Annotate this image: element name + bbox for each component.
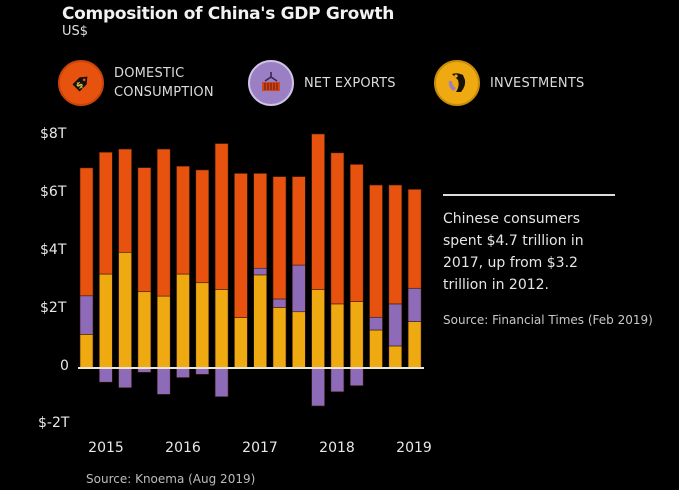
legend-item-net-exports: NET EXPORTS	[248, 60, 396, 106]
bar-segment-consumption	[99, 151, 113, 275]
bar-segment-consumption	[234, 173, 248, 318]
bar-segment-consumption	[156, 148, 171, 297]
bar-segment-investments	[291, 311, 306, 369]
bar-segment-consumption	[79, 167, 94, 297]
bar-segment-consumption	[291, 176, 306, 266]
bar-segment-investments	[272, 307, 287, 369]
price-tag-icon: $	[58, 60, 104, 106]
bar-segment-net-exports	[79, 295, 94, 335]
chart-subtitle: US$	[62, 24, 89, 39]
bar-segment-consumption	[407, 189, 422, 289]
bar-segment-net-exports	[272, 298, 287, 308]
bar-segment-investments	[214, 289, 229, 369]
bar-segment-consumption	[195, 169, 210, 284]
x-tick-label: 2015	[88, 440, 124, 456]
bar-segment-net-exports	[253, 267, 267, 276]
bar-segment-investments	[253, 274, 267, 369]
bar-segment-investments	[118, 251, 132, 369]
annotation-line: trillion in 2012.	[443, 277, 549, 293]
y-tick-label: 0	[60, 358, 69, 374]
annotation-line: spent $4.7 trillion in	[443, 233, 584, 249]
bar-segment-consumption	[272, 176, 287, 300]
chart-title: Composition of China's GDP Growth	[62, 4, 395, 24]
bar-segment-consumption	[349, 164, 364, 302]
bar-segment-consumption	[369, 184, 383, 318]
bar-segment-investments	[330, 303, 345, 369]
x-tick-label: 2019	[396, 440, 432, 456]
bar-segment-net-exports	[311, 367, 325, 407]
y-tick-label: $6T	[40, 184, 67, 200]
legend-label: INVESTMENTS	[490, 75, 585, 91]
bar-segment-investments	[195, 282, 210, 369]
bar-segment-consumption	[176, 165, 190, 275]
bar-segment-net-exports	[291, 264, 306, 313]
bar-segment-net-exports	[176, 367, 190, 378]
piggy-bank-icon	[434, 60, 480, 106]
bar-segment-investments	[137, 291, 152, 369]
bar-segment-net-exports	[330, 367, 345, 393]
annotation-source: Source: Financial Times (Feb 2019)	[443, 313, 653, 327]
legend-item-investments: INVESTMENTS	[434, 60, 584, 106]
bar-segment-investments	[234, 317, 248, 369]
bar-segment-investments	[388, 345, 403, 369]
bar-segment-consumption	[118, 148, 132, 253]
svg-text:$: $	[75, 80, 87, 92]
bar-segment-investments	[311, 289, 325, 369]
bar-segment-consumption	[311, 133, 325, 290]
bar-segment-net-exports	[156, 367, 171, 395]
bar-segment-net-exports	[214, 367, 229, 398]
legend-label-line1: DOMESTIC	[114, 66, 185, 81]
y-tick-label: $8T	[40, 126, 67, 142]
bar-segment-investments	[176, 273, 190, 369]
bar-segment-investments	[156, 295, 171, 369]
bar-segment-consumption	[137, 167, 152, 293]
bar-segment-net-exports	[99, 367, 113, 383]
x-tick-label: 2017	[242, 440, 278, 456]
bar-segment-investments	[407, 321, 422, 369]
bar-segment-net-exports	[388, 303, 403, 347]
bar-segment-consumption	[214, 143, 229, 290]
annotation-line: 2017, up from $3.2	[443, 255, 578, 271]
bar-segment-net-exports	[349, 367, 364, 386]
y-tick-label: $-2T	[38, 415, 70, 431]
bar-segment-investments	[79, 334, 94, 369]
shipping-container-icon	[248, 60, 294, 106]
legend-item-domestic-consumption: $ DOMESTIC CONSUMPTION	[58, 60, 214, 106]
bar-segment-investments	[369, 329, 383, 369]
bar-segment-net-exports	[118, 367, 132, 389]
x-tick-label: 2016	[165, 440, 201, 456]
y-tick-label: $2T	[40, 300, 67, 316]
bar-segment-investments	[349, 301, 364, 369]
bar-segment-consumption	[330, 152, 345, 305]
bar-segment-net-exports	[407, 287, 422, 322]
y-tick-label: $4T	[40, 242, 67, 258]
legend-label: NET EXPORTS	[304, 75, 396, 91]
bar-segment-net-exports	[369, 316, 383, 331]
bar-segment-consumption	[253, 173, 267, 269]
chart-source: Source: Knoema (Aug 2019)	[86, 472, 256, 486]
annotation-text: Chinese consumers spent $4.7 trillion in…	[443, 208, 643, 296]
bar-segment-investments	[99, 273, 113, 369]
bar-segment-consumption	[388, 184, 403, 305]
annotation-divider	[443, 194, 615, 196]
x-tick-label: 2018	[319, 440, 355, 456]
legend-label-line2: CONSUMPTION	[114, 85, 214, 100]
annotation-line: Chinese consumers	[443, 211, 580, 227]
